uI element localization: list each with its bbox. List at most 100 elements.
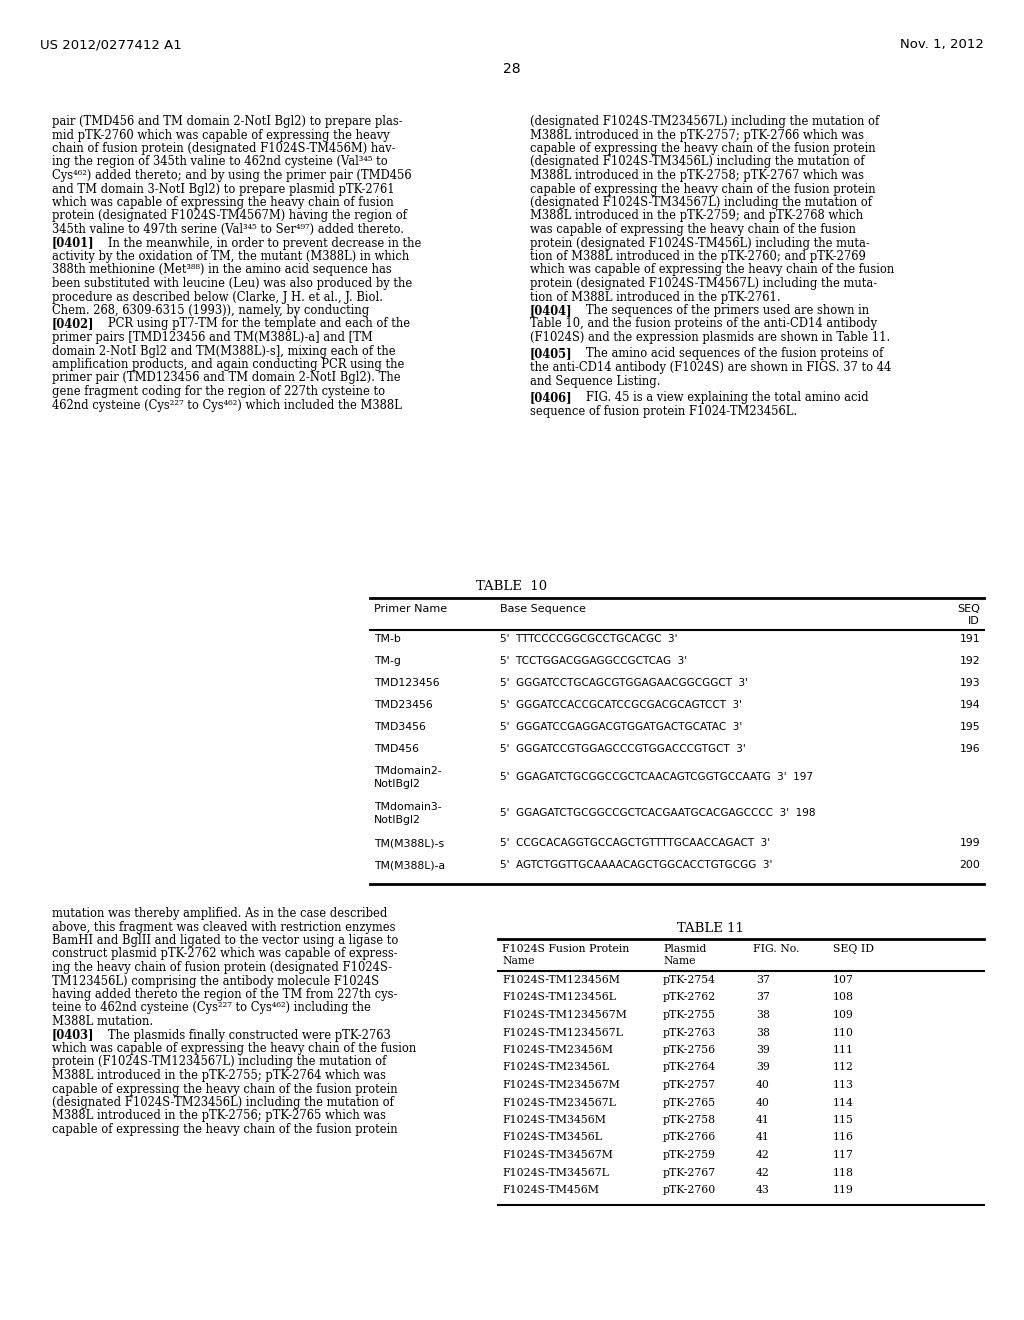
Text: (designated F1024S-TM3456L) including the mutation of: (designated F1024S-TM3456L) including th… (530, 156, 864, 169)
Text: 107: 107 (833, 975, 853, 985)
Text: 108: 108 (833, 993, 853, 1002)
Text: 5'  GGGATCCGTGGAGCCCGTGGACCCGTGCT  3': 5' GGGATCCGTGGAGCCCGTGGACCCGTGCT 3' (500, 744, 745, 754)
Text: Base Sequence: Base Sequence (500, 605, 586, 614)
Text: 200: 200 (959, 861, 980, 870)
Text: US 2012/0277412 A1: US 2012/0277412 A1 (40, 38, 181, 51)
Text: FIG. No.: FIG. No. (753, 944, 800, 954)
Text: TMD3456: TMD3456 (374, 722, 426, 733)
Text: pTK-2765: pTK-2765 (663, 1097, 716, 1107)
Text: pTK-2760: pTK-2760 (663, 1185, 716, 1195)
Text: TM123456L) comprising the antibody molecule F1024S: TM123456L) comprising the antibody molec… (52, 974, 379, 987)
Text: 37: 37 (756, 993, 770, 1002)
Text: 118: 118 (833, 1167, 853, 1177)
Text: TMdomain3-: TMdomain3- (374, 803, 441, 812)
Text: protein (designated F1024S-TM4567L) including the muta-: protein (designated F1024S-TM4567L) incl… (530, 277, 878, 290)
Text: TM-b: TM-b (374, 634, 400, 644)
Text: above, this fragment was cleaved with restriction enzymes: above, this fragment was cleaved with re… (52, 920, 395, 933)
Text: 37: 37 (756, 975, 770, 985)
Text: capable of expressing the heavy chain of the fusion protein: capable of expressing the heavy chain of… (52, 1123, 397, 1137)
Text: TMD456: TMD456 (374, 744, 419, 754)
Text: pTK-2766: pTK-2766 (663, 1133, 716, 1143)
Text: NotIBgl2: NotIBgl2 (374, 779, 421, 789)
Text: pTK-2764: pTK-2764 (663, 1063, 716, 1072)
Text: F1024S-TM23456L: F1024S-TM23456L (502, 1063, 609, 1072)
Text: 5'  GGGATCCTGCAGCGTGGAGAACGGCGGCT  3': 5' GGGATCCTGCAGCGTGGAGAACGGCGGCT 3' (500, 678, 748, 688)
Text: 195: 195 (959, 722, 980, 733)
Text: [0406]: [0406] (530, 391, 572, 404)
Text: mutation was thereby amplified. As in the case described: mutation was thereby amplified. As in th… (52, 907, 387, 920)
Text: BamHI and BglII and ligated to the vector using a ligase to: BamHI and BglII and ligated to the vecto… (52, 935, 398, 946)
Text: F1024S-TM123456L: F1024S-TM123456L (502, 993, 616, 1002)
Text: been substituted with leucine (Leu) was also produced by the: been substituted with leucine (Leu) was … (52, 277, 413, 290)
Text: Name: Name (663, 956, 695, 966)
Text: 112: 112 (833, 1063, 853, 1072)
Text: 38: 38 (756, 1010, 770, 1020)
Text: (designated F1024S-TM23456L) including the mutation of: (designated F1024S-TM23456L) including t… (52, 1096, 394, 1109)
Text: chain of fusion protein (designated F1024S-TM456M) hav-: chain of fusion protein (designated F102… (52, 143, 395, 154)
Text: PCR using pT7-TM for the template and each of the: PCR using pT7-TM for the template and ea… (97, 318, 411, 330)
Text: 43: 43 (756, 1185, 770, 1195)
Text: 196: 196 (959, 744, 980, 754)
Text: TM(M388L)-s: TM(M388L)-s (374, 838, 444, 847)
Text: the anti-CD14 antibody (F1024S) are shown in FIGS. 37 to 44: the anti-CD14 antibody (F1024S) are show… (530, 360, 891, 374)
Text: TM-g: TM-g (374, 656, 400, 667)
Text: pTK-2767: pTK-2767 (663, 1167, 716, 1177)
Text: pTK-2758: pTK-2758 (663, 1115, 716, 1125)
Text: gene fragment coding for the region of 227th cysteine to: gene fragment coding for the region of 2… (52, 385, 385, 399)
Text: 119: 119 (833, 1185, 853, 1195)
Text: 109: 109 (833, 1010, 853, 1020)
Text: ID: ID (969, 616, 980, 626)
Text: having added thereto the region of the TM from 227th cys-: having added thereto the region of the T… (52, 987, 397, 1001)
Text: TABLE  10: TABLE 10 (476, 579, 548, 593)
Text: 192: 192 (959, 656, 980, 667)
Text: FIG. 45 is a view explaining the total amino acid: FIG. 45 is a view explaining the total a… (575, 391, 868, 404)
Text: pTK-2754: pTK-2754 (663, 975, 716, 985)
Text: 42: 42 (756, 1150, 770, 1160)
Text: pTK-2763: pTK-2763 (663, 1027, 716, 1038)
Text: SEQ: SEQ (957, 605, 980, 614)
Text: 5'  TTTCCCCGGCGCCTGCACGC  3': 5' TTTCCCCGGCGCCTGCACGC 3' (500, 634, 678, 644)
Text: which was capable of expressing the heavy chain of the fusion: which was capable of expressing the heav… (52, 1041, 416, 1055)
Text: 191: 191 (959, 634, 980, 644)
Text: 114: 114 (833, 1097, 853, 1107)
Text: 5'  AGTCTGGTTGCAAAACAGCTGGCACCTGTGCGG  3': 5' AGTCTGGTTGCAAAACAGCTGGCACCTGTGCGG 3' (500, 861, 772, 870)
Text: pTK-2755: pTK-2755 (663, 1010, 716, 1020)
Text: which was capable of expressing the heavy chain of fusion: which was capable of expressing the heav… (52, 195, 394, 209)
Text: F1024S-TM1234567L: F1024S-TM1234567L (502, 1027, 623, 1038)
Text: protein (designated F1024S-TM456L) including the muta-: protein (designated F1024S-TM456L) inclu… (530, 236, 869, 249)
Text: SEQ ID: SEQ ID (833, 944, 874, 954)
Text: M388L introduced in the pTK-2758; pTK-2767 which was: M388L introduced in the pTK-2758; pTK-27… (530, 169, 864, 182)
Text: and Sequence Listing.: and Sequence Listing. (530, 375, 660, 388)
Text: 41: 41 (756, 1133, 770, 1143)
Text: 38: 38 (756, 1027, 770, 1038)
Text: 41: 41 (756, 1115, 770, 1125)
Text: (designated F1024S-TM34567L) including the mutation of: (designated F1024S-TM34567L) including t… (530, 195, 872, 209)
Text: Primer Name: Primer Name (374, 605, 447, 614)
Text: 39: 39 (756, 1063, 770, 1072)
Text: 117: 117 (833, 1150, 853, 1160)
Text: 388th methionine (Met³⁸⁸) in the amino acid sequence has: 388th methionine (Met³⁸⁸) in the amino a… (52, 264, 392, 276)
Text: and TM domain 3-NotI Bgl2) to prepare plasmid pTK-2761: and TM domain 3-NotI Bgl2) to prepare pl… (52, 182, 394, 195)
Text: F1024S Fusion Protein: F1024S Fusion Protein (502, 944, 630, 954)
Text: 110: 110 (833, 1027, 853, 1038)
Text: 28: 28 (503, 62, 521, 77)
Text: 113: 113 (833, 1080, 853, 1090)
Text: 194: 194 (959, 700, 980, 710)
Text: sequence of fusion protein F1024-TM23456L.: sequence of fusion protein F1024-TM23456… (530, 404, 798, 417)
Text: capable of expressing the heavy chain of the fusion protein: capable of expressing the heavy chain of… (530, 143, 876, 154)
Text: was capable of expressing the heavy chain of the fusion: was capable of expressing the heavy chai… (530, 223, 856, 236)
Text: [0403]: [0403] (52, 1028, 94, 1041)
Text: pTK-2756: pTK-2756 (663, 1045, 716, 1055)
Text: protein (F1024S-TM1234567L) including the mutation of: protein (F1024S-TM1234567L) including th… (52, 1056, 386, 1068)
Text: F1024S-TM1234567M: F1024S-TM1234567M (502, 1010, 627, 1020)
Text: 40: 40 (756, 1080, 770, 1090)
Text: domain 2-NotI Bgl2 and TM(M388L)-s], mixing each of the: domain 2-NotI Bgl2 and TM(M388L)-s], mix… (52, 345, 395, 358)
Text: [0402]: [0402] (52, 318, 94, 330)
Text: primer pairs [TMD123456 and TM(M388L)-a] and [TM: primer pairs [TMD123456 and TM(M388L)-a]… (52, 331, 373, 345)
Text: F1024S-TM23456M: F1024S-TM23456M (502, 1045, 613, 1055)
Text: F1024S-TM123456M: F1024S-TM123456M (502, 975, 620, 985)
Text: F1024S-TM34567M: F1024S-TM34567M (502, 1150, 613, 1160)
Text: primer pair (TMD123456 and TM domain 2-NotI Bgl2). The: primer pair (TMD123456 and TM domain 2-N… (52, 371, 400, 384)
Text: NotIBgl2: NotIBgl2 (374, 814, 421, 825)
Text: ing the heavy chain of fusion protein (designated F1024S-: ing the heavy chain of fusion protein (d… (52, 961, 392, 974)
